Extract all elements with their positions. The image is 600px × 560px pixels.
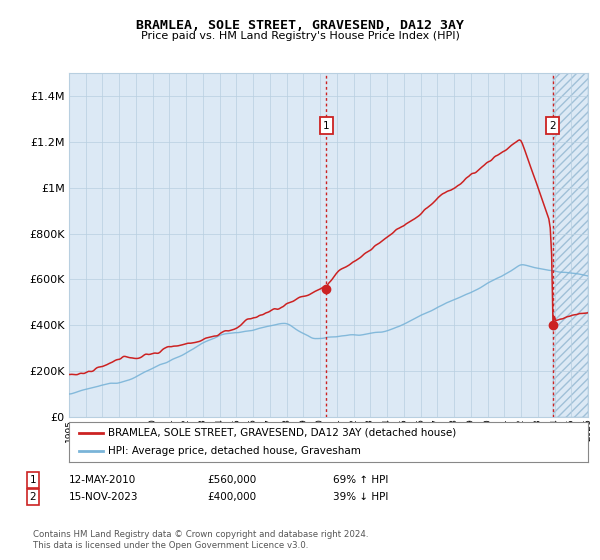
Text: 1: 1	[29, 475, 37, 485]
Text: Contains HM Land Registry data © Crown copyright and database right 2024.
This d: Contains HM Land Registry data © Crown c…	[33, 530, 368, 550]
Text: BRAMLEA, SOLE STREET, GRAVESEND, DA12 3AY: BRAMLEA, SOLE STREET, GRAVESEND, DA12 3A…	[136, 18, 464, 32]
Bar	[553, 73, 588, 417]
Text: 69% ↑ HPI: 69% ↑ HPI	[333, 475, 388, 485]
Text: 12-MAY-2010: 12-MAY-2010	[69, 475, 136, 485]
Text: HPI: Average price, detached house, Gravesham: HPI: Average price, detached house, Grav…	[108, 446, 361, 456]
Text: £400,000: £400,000	[207, 492, 256, 502]
Text: Price paid vs. HM Land Registry's House Price Index (HPI): Price paid vs. HM Land Registry's House …	[140, 31, 460, 41]
Text: 2: 2	[29, 492, 37, 502]
Text: BRAMLEA, SOLE STREET, GRAVESEND, DA12 3AY (detached house): BRAMLEA, SOLE STREET, GRAVESEND, DA12 3A…	[108, 428, 456, 437]
Text: 15-NOV-2023: 15-NOV-2023	[69, 492, 139, 502]
Text: 2: 2	[549, 120, 556, 130]
Text: 1: 1	[323, 120, 329, 130]
Text: £560,000: £560,000	[207, 475, 256, 485]
Text: 39% ↓ HPI: 39% ↓ HPI	[333, 492, 388, 502]
